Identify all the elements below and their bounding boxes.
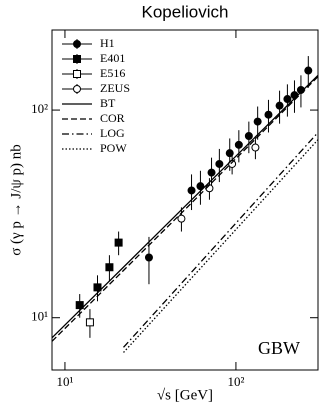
y-tick-label: 10² <box>31 101 48 116</box>
x-tick-label: 10² <box>227 374 244 389</box>
legend-marker <box>73 85 81 93</box>
marker <box>244 132 253 141</box>
y-axis-label: σ (γ p → J/ψ p) nb <box>8 144 24 256</box>
marker <box>207 168 216 177</box>
model-line <box>51 74 319 339</box>
marker <box>234 140 243 149</box>
legend-label: POW <box>100 141 127 155</box>
model-line <box>51 76 319 342</box>
legend-marker <box>73 40 81 48</box>
marker <box>304 66 313 75</box>
marker <box>177 214 186 223</box>
marker <box>187 186 196 195</box>
chart-title: Kopeliovich <box>142 2 229 21</box>
annotation: GBW <box>258 338 300 358</box>
y-tick-label: 10¹ <box>31 309 48 324</box>
legend-label: E401 <box>100 51 125 65</box>
marker <box>144 253 153 262</box>
model-line <box>123 132 319 348</box>
legend-label: COR <box>100 111 125 125</box>
legend-label: E516 <box>100 66 125 80</box>
legend-marker <box>73 70 81 78</box>
marker <box>251 143 260 152</box>
marker <box>225 149 234 158</box>
marker <box>283 95 292 104</box>
plot-frame <box>51 29 319 371</box>
legend-label: BT <box>100 96 116 110</box>
marker <box>215 159 224 168</box>
model-line <box>123 139 319 353</box>
marker <box>75 301 84 310</box>
legend-marker <box>73 55 81 63</box>
marker <box>85 318 94 327</box>
marker <box>93 283 102 292</box>
marker <box>264 110 273 119</box>
x-axis-label: √s [GeV] <box>157 387 213 403</box>
marker <box>253 117 262 126</box>
legend-label: LOG <box>100 126 125 140</box>
marker <box>105 263 114 272</box>
marker <box>275 101 284 110</box>
marker <box>114 238 123 247</box>
legend-label: H1 <box>100 36 115 50</box>
marker <box>196 182 205 191</box>
x-tick-label: 10¹ <box>56 374 73 389</box>
legend-label: ZEUS <box>100 81 130 95</box>
